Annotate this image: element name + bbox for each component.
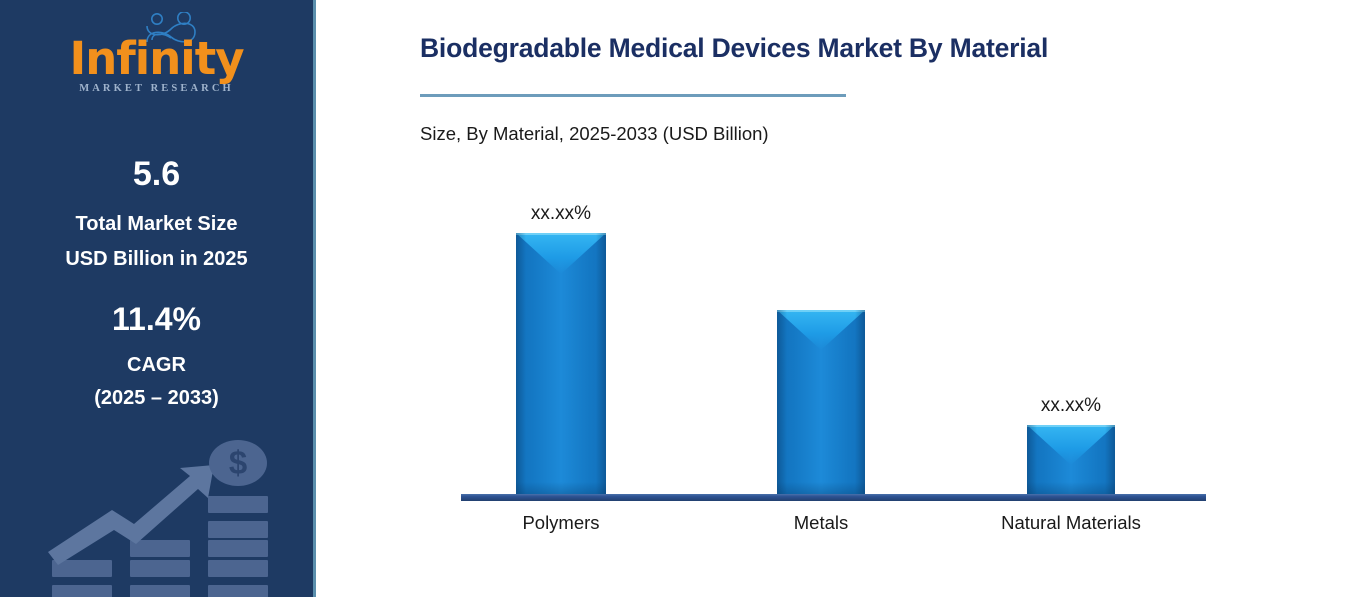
cagr-period-label: (2025 – 2033)	[94, 387, 219, 409]
bar-group-metals: Metals	[777, 310, 865, 533]
brand-tagline: MARKET RESEARCH	[79, 83, 234, 94]
dollar-coin-icon: $	[209, 440, 267, 486]
total-market-size-label-line2: USD Billion in 2025	[65, 248, 248, 270]
page-title: Biodegradable Medical Devices Market By …	[420, 33, 1049, 63]
bar-category-label-metals: Metals	[793, 512, 849, 533]
total-market-size-value: 5.6	[132, 155, 181, 193]
bar-metals[interactable]	[777, 310, 865, 494]
bar-group-natural-materials: xx.xx% Natural Materials	[1001, 395, 1141, 533]
sidebar: Infinity MARKET RESEARCH 5.6 Total Marke…	[0, 0, 313, 597]
infinity-logo-icon	[140, 11, 202, 52]
bar-value-label-polymers: xx.xx%	[530, 203, 592, 224]
bar-polymers[interactable]	[516, 233, 606, 494]
cagr-label-line1: CAGR	[127, 354, 186, 376]
brand-logo: Infinity MARKET RESEARCH	[0, 11, 313, 112]
bar-chart: xx.xx% Polymers	[316, 0, 1360, 597]
svg-text:$: $	[229, 444, 247, 481]
title-underline-rule	[420, 94, 846, 97]
brand-name: Infinity	[69, 32, 244, 85]
bar-category-label-polymers: Polymers	[522, 512, 600, 533]
main-content: Biodegradable Medical Devices Market By …	[316, 0, 1360, 597]
bar-category-label-natural-materials: Natural Materials	[1001, 512, 1141, 533]
bar-value-label-natural-materials: xx.xx%	[1040, 395, 1102, 416]
total-market-size-label-line1: Total Market Size	[75, 213, 238, 235]
growth-arrow-chart-icon: $	[38, 432, 313, 597]
bar-natural-materials[interactable]	[1027, 425, 1115, 494]
chart-subtitle: Size, By Material, 2025-2033 (USD Billio…	[420, 123, 769, 144]
cagr-value: 11.4%	[112, 301, 201, 337]
axis-baseline	[461, 494, 1206, 501]
bar-group-polymers: xx.xx% Polymers	[516, 203, 606, 533]
sidebar-accent-line	[313, 0, 316, 597]
